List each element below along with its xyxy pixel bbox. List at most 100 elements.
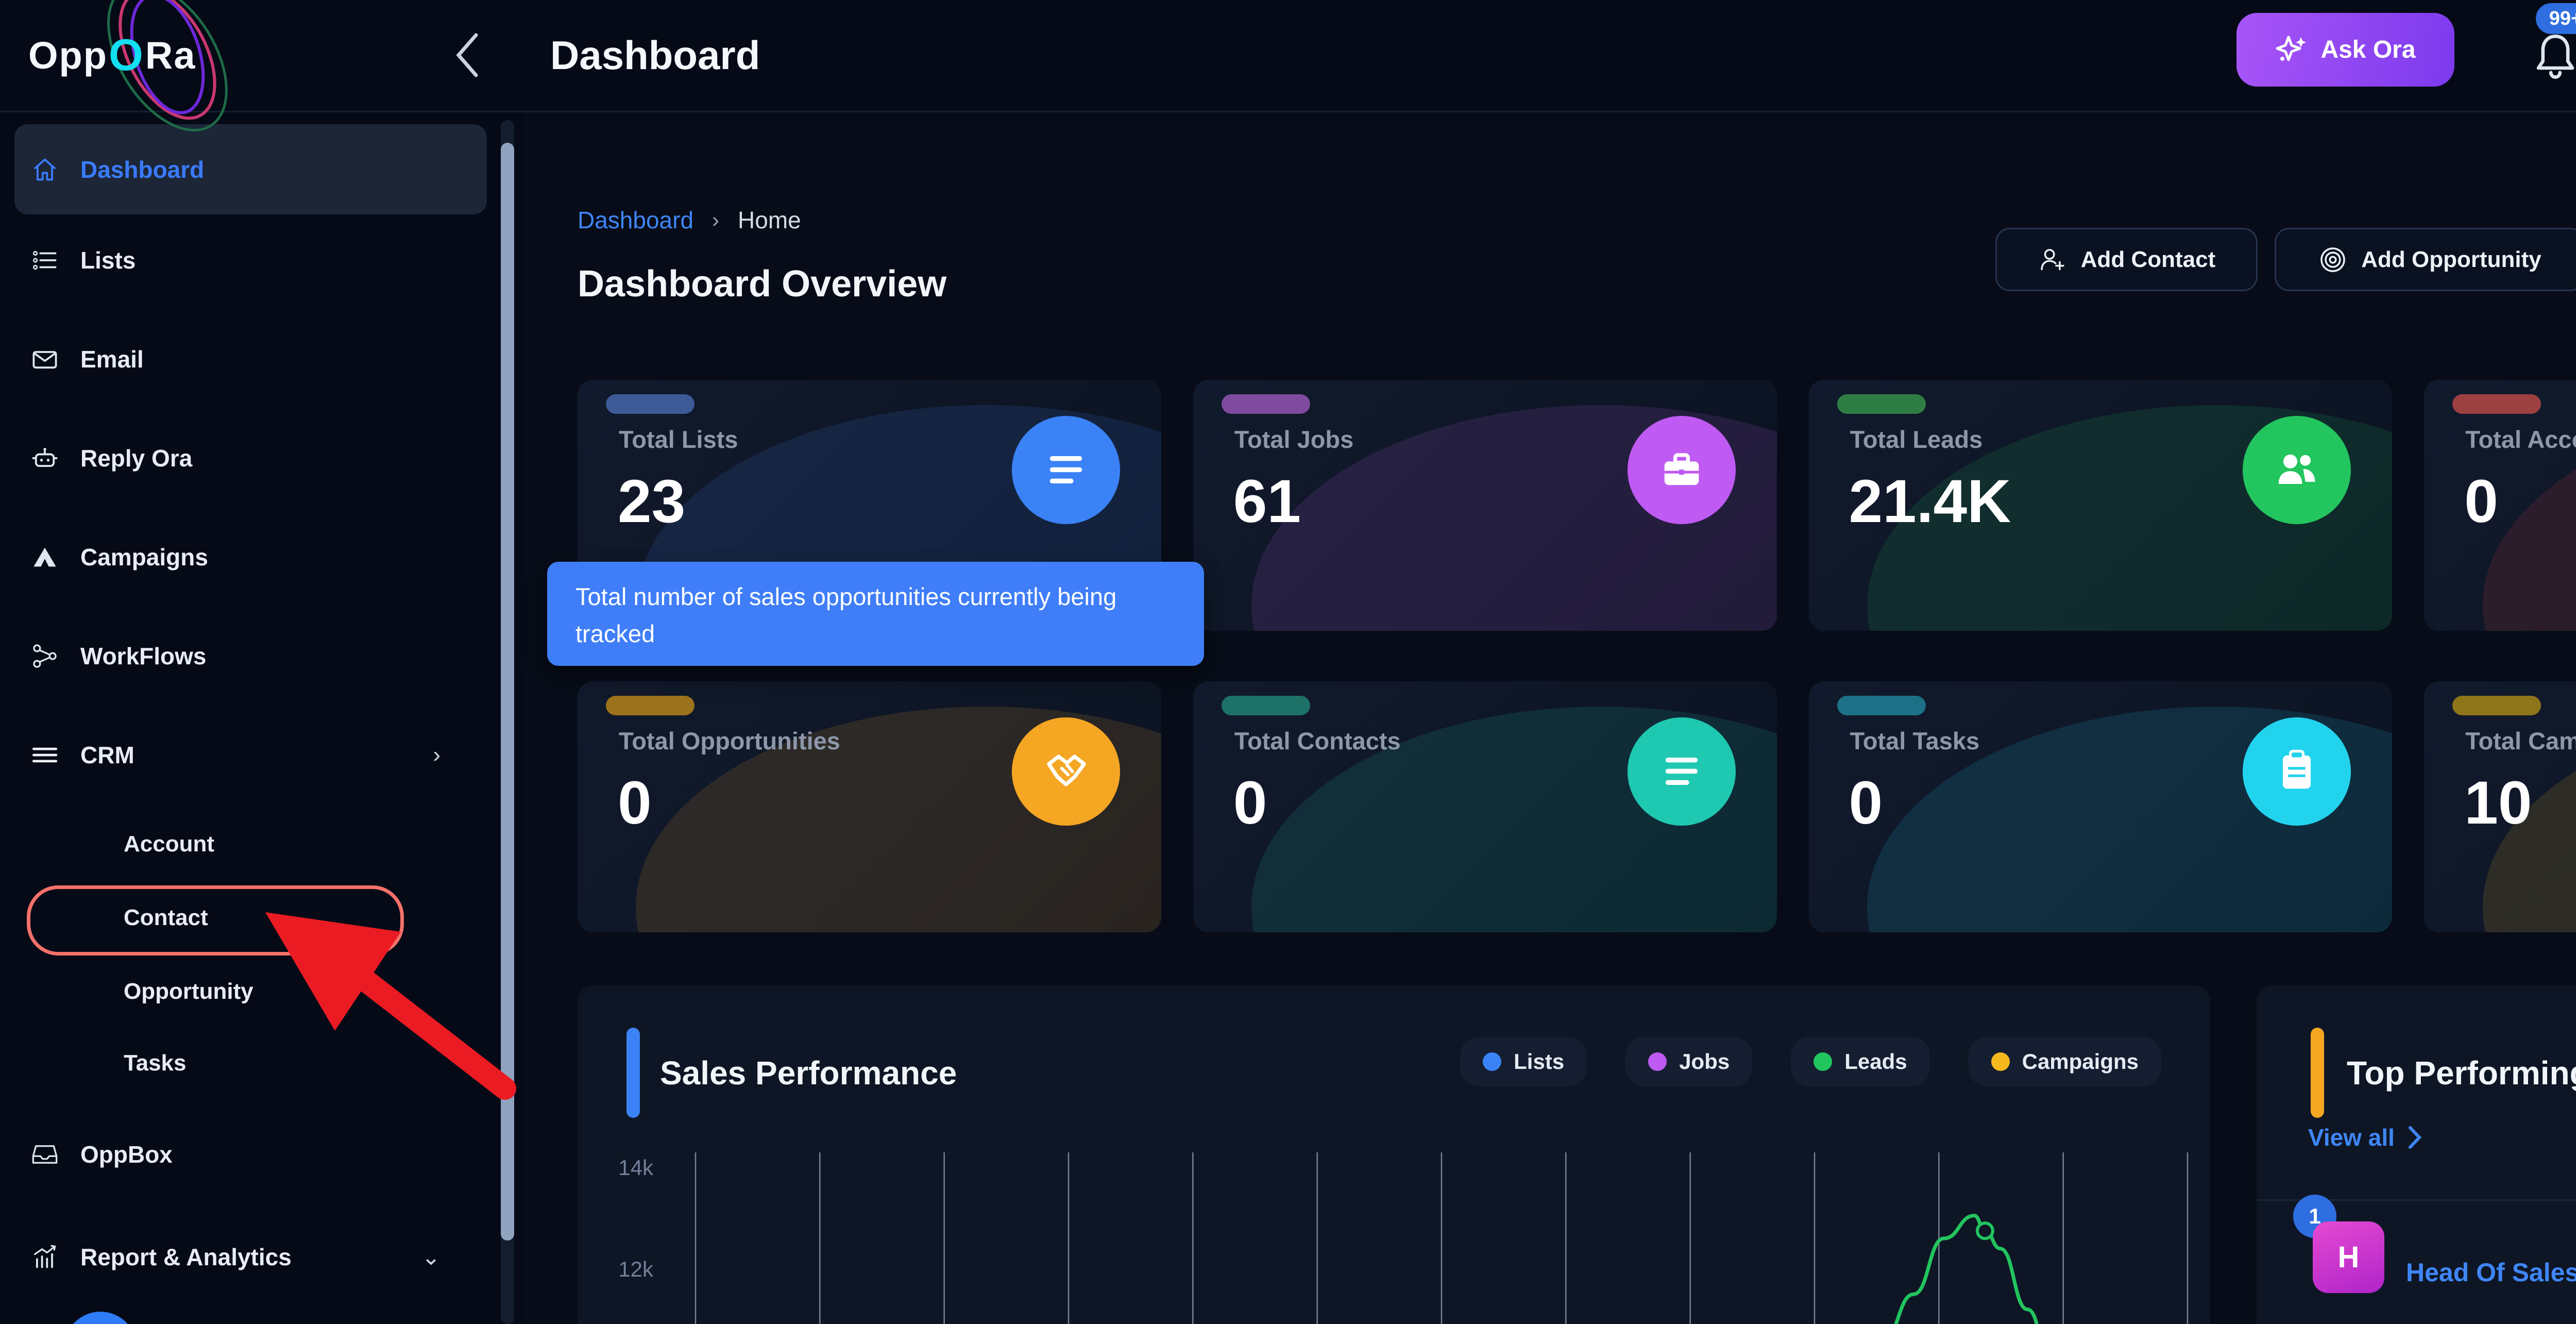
stat-card-total-tasks[interactable]: Total Tasks 0 <box>1808 681 2393 932</box>
stat-card-total-opportunities[interactable]: Total Opportunities 0 <box>578 681 1161 932</box>
person-plus-icon <box>2041 248 2064 270</box>
legend-item-leads[interactable]: Leads <box>1791 1037 1930 1086</box>
legend-dot <box>1991 1052 2010 1071</box>
panel-accent-bar <box>2311 1028 2324 1118</box>
sidebar-scrollbar-thumb[interactable] <box>501 143 514 1241</box>
logo-text-post: Ra <box>145 34 196 77</box>
stat-card-label: Total Lists <box>619 426 738 453</box>
floating-action-partial[interactable] <box>64 1312 137 1324</box>
list-icon <box>1049 456 1082 483</box>
card-accent-bar <box>606 394 694 414</box>
y-axis-tick-14k: 14k <box>618 1155 653 1180</box>
breadcrumb: Dashboard › Home <box>578 206 801 234</box>
sidebar-item-label: Dashboard <box>80 156 205 183</box>
stat-card-total-accounts[interactable]: Total Accounts 0 <box>2424 380 2576 631</box>
sidebar-item-tasks[interactable]: Tasks <box>14 1025 487 1102</box>
campaign-avatar: H <box>2313 1221 2384 1293</box>
stat-card-label: Total Accounts <box>2465 426 2576 453</box>
stat-card-value: 10 <box>2464 769 2532 837</box>
sparkle-icon <box>2276 36 2307 61</box>
sidebar-item-label: Tasks <box>124 1050 187 1076</box>
add-opportunity-button[interactable]: Add Opportunity <box>2275 228 2576 291</box>
legend-item-campaigns[interactable]: Campaigns <box>1968 1037 2161 1086</box>
stat-card-label: Total Opportunities <box>619 727 840 755</box>
sidebar-item-label: Email <box>80 346 144 373</box>
chevron-left-icon <box>456 33 478 77</box>
stat-card-total-jobs[interactable]: Total Jobs 61 <box>1193 380 1777 631</box>
card-accent-bar <box>1837 696 1926 715</box>
sidebar-item-email[interactable]: Email <box>14 321 487 398</box>
tent-icon <box>33 547 56 567</box>
users-icon <box>2278 454 2315 484</box>
sidebar-item-report-analytics[interactable]: Report & Analytics ⌄ <box>14 1218 487 1296</box>
sidebar-item-contact[interactable]: Contact <box>14 879 487 957</box>
top-campaigns-panel: Top Performing Campaigns View all 1 H He… <box>2257 985 2576 1324</box>
section-title: Dashboard Overview <box>578 263 947 305</box>
add-contact-label: Add Contact <box>2080 246 2216 272</box>
sidebar-item-opportunity[interactable]: Opportunity <box>14 953 487 1030</box>
add-contact-button[interactable]: Add Contact <box>1995 228 2258 291</box>
stat-card-total-campaigns[interactable]: Total Campaigns 10 <box>2424 681 2576 932</box>
ask-ora-button[interactable]: Ask Ora <box>2236 13 2454 87</box>
sidebar-item-oppbox[interactable]: OppBox <box>14 1116 487 1193</box>
y-axis-tick-12k: 12k <box>618 1257 653 1281</box>
sidebar-item-dashboard[interactable]: Dashboard <box>14 124 487 214</box>
sidebar-item-label: OppBox <box>80 1141 173 1168</box>
target-icon <box>2320 247 2346 272</box>
stat-card-value: 23 <box>618 467 686 535</box>
sidebar-item-account[interactable]: Account <box>14 806 487 883</box>
stat-card-total-leads[interactable]: Total Leads 21.4K <box>1808 380 2393 631</box>
chevron-right-icon <box>2408 1126 2422 1149</box>
legend-item-jobs[interactable]: Jobs <box>1625 1037 1753 1086</box>
sidebar-item-label: Contact <box>124 905 208 930</box>
legend-label: Leads <box>1844 1049 1907 1074</box>
ask-ora-label: Ask Ora <box>2320 36 2416 63</box>
inbox-icon <box>32 1145 58 1164</box>
workflow-icon <box>33 644 57 668</box>
briefcase-icon <box>1664 453 1699 485</box>
view-all-link[interactable]: View all <box>2308 1124 2422 1151</box>
sidebar-item-workflows[interactable]: WorkFlows <box>14 617 487 695</box>
menu-icon <box>32 747 58 763</box>
stat-card-value: 0 <box>1233 769 1267 837</box>
top-campaigns-title: Top Performing Campaigns <box>2347 1054 2576 1092</box>
sidebar-scrollbar[interactable] <box>501 120 514 1324</box>
logo-orbit-decoration <box>107 0 228 132</box>
sales-performance-title: Sales Performance <box>660 1054 957 1092</box>
stat-card-total-contacts[interactable]: Total Contacts 0 <box>1193 681 1777 932</box>
robot-icon <box>32 448 58 467</box>
home-icon <box>34 158 56 180</box>
mail-icon <box>32 351 57 369</box>
notifications-button[interactable] <box>2527 28 2576 85</box>
bell-icon <box>2536 35 2574 79</box>
breadcrumb-dashboard[interactable]: Dashboard <box>578 207 694 233</box>
tooltip: Total number of sales opportunities curr… <box>547 562 1204 666</box>
sales-performance-chart[interactable] <box>675 1149 2195 1324</box>
sales-performance-panel: Sales Performance Lists Jobs Leads Campa… <box>578 985 2210 1324</box>
chevron-right-icon: › <box>433 742 440 767</box>
chevron-down-icon: ⌄ <box>421 1244 440 1270</box>
campaign-name-link[interactable]: Head Of Sales France <box>2406 1258 2576 1287</box>
sidebar-item-label: Account <box>124 831 214 857</box>
main-content: Dashboard › Home Dashboard Overview Add … <box>523 111 2576 1324</box>
panel-divider <box>2257 1199 2576 1201</box>
legend-item-lists[interactable]: Lists <box>1460 1037 1587 1086</box>
card-accent-bar <box>606 696 694 715</box>
sidebar-item-campaigns[interactable]: Campaigns <box>14 518 487 596</box>
sidebar-item-label: Opportunity <box>124 979 253 1004</box>
stat-card-label: Total Campaigns <box>2465 727 2576 755</box>
sidebar-item-label: Report & Analytics <box>80 1244 292 1270</box>
sidebar-item-lists[interactable]: Lists <box>14 222 487 299</box>
sidebar-item-label: Lists <box>80 247 136 274</box>
legend-label: Lists <box>1514 1049 1565 1074</box>
app-logo[interactable]: Opp O Ra <box>28 0 196 111</box>
sidebar-item-crm[interactable]: CRM › <box>14 716 487 794</box>
logo-text-pre: Opp <box>28 34 108 77</box>
card-accent-bar <box>1837 394 1926 414</box>
breadcrumb-separator: › <box>712 208 720 232</box>
sidebar-item-label: WorkFlows <box>80 643 207 669</box>
sidebar-collapse-button[interactable] <box>449 32 485 78</box>
sidebar-item-reply-ora[interactable]: Reply Ora <box>14 420 487 497</box>
